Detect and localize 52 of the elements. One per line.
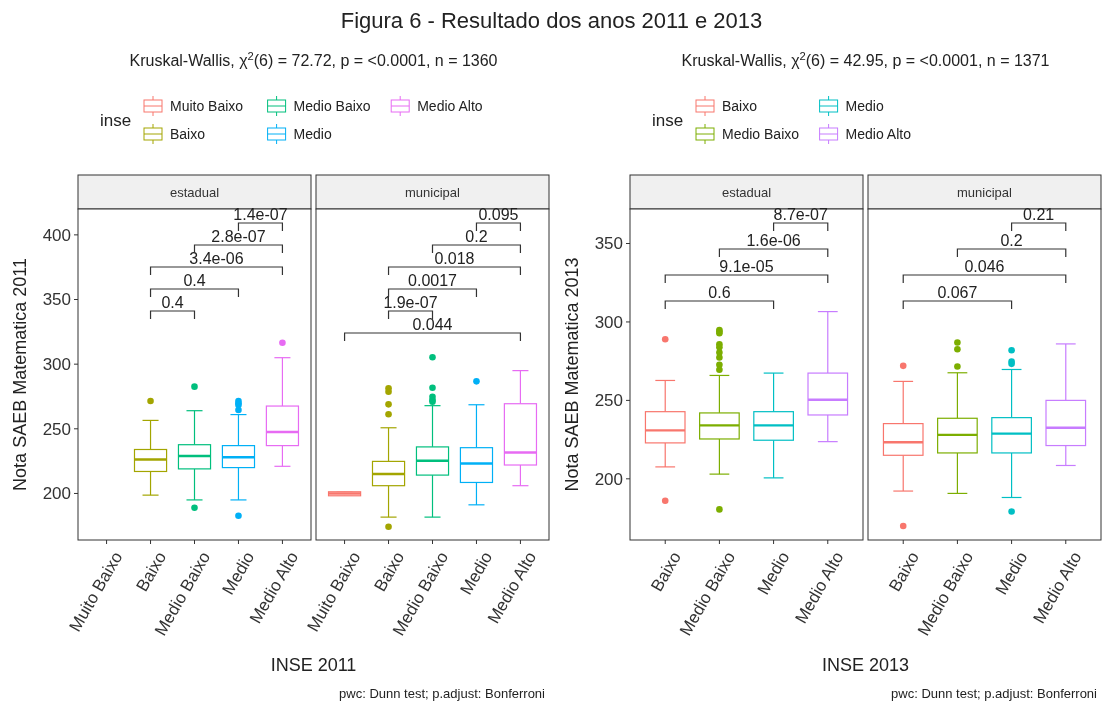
y-tick-label: 250 (42, 419, 71, 439)
annotation: 8.7e-07 (773, 206, 828, 223)
annotation: 0.095 (478, 206, 519, 223)
x-axis-title: INSE 2013 (821, 655, 910, 675)
text: pwc: Dunn test; p.adjust: Bonferroni (339, 686, 546, 701)
chart-subtitle: Kruskal-Wallis, χ$^{2}$(6) = 72.72, p = <0.0001, n = 1360 (129, 50, 498, 69)
annotation: 1.9e-07 (383, 294, 438, 311)
annotation: 0.067 (937, 284, 978, 301)
legend-label: Baixo (722, 98, 758, 114)
legend-label: Medio (293, 126, 332, 142)
legend-label: Baixo (170, 126, 206, 142)
y-tick-label: 350 (42, 290, 71, 310)
y-tick-label: 300 (42, 355, 71, 375)
y-tick-label: 350 (594, 234, 623, 254)
chart-title: estadual (721, 185, 772, 200)
annotation: 0.044 (412, 316, 453, 333)
y-tick-label: 250 (594, 391, 623, 411)
y-tick-label: 200 (42, 484, 71, 504)
legend-label: Medio Baixo (293, 98, 371, 114)
legend-label: Medio (845, 98, 884, 114)
annotation: 0.4 (161, 294, 184, 311)
annotation: 2.8e-07 (211, 228, 266, 245)
legend-label: Medio Baixo (722, 126, 800, 142)
annotation: 0.4 (183, 272, 206, 289)
annotation: 9.1e-05 (719, 258, 774, 275)
legend-title: inse (652, 111, 684, 130)
x-axis-title: INSE 2011 (270, 655, 357, 675)
y-axis-title: Nota SAEB Matematica 2011 (10, 258, 30, 491)
y-tick-label: 300 (594, 312, 623, 332)
text: Figura 6 - Resultado dos anos 2011 e 2013 (340, 8, 763, 33)
text: pwc: Dunn test; p.adjust: Bonferroni (891, 686, 1098, 701)
annotation: 1.4e-07 (233, 206, 288, 223)
y-tick-label: 200 (594, 469, 623, 489)
annotation: 0.046 (964, 258, 1005, 275)
legend-label: Muito Baixo (170, 98, 244, 114)
annotation: 0.018 (434, 250, 475, 267)
legend-label: Medio Alto (417, 98, 483, 114)
chart-title: municipal (957, 185, 1013, 200)
annotation: 0.21 (1023, 206, 1055, 223)
legend-label: Medio Alto (845, 126, 912, 142)
chart-subtitle: Kruskal-Wallis, χ$^{2}$(6) = 42.95, p = <0.0001, n = 1371 (681, 50, 1050, 69)
annotation: 1.6e-06 (746, 232, 801, 249)
chart-title: municipal (405, 185, 461, 200)
annotation: 0.2 (1000, 232, 1023, 249)
chart-title: estadual (169, 185, 220, 200)
y-tick-label: 400 (42, 225, 71, 245)
annotation: 0.2 (465, 228, 488, 245)
annotation: 3.4e-06 (189, 250, 244, 267)
y-axis-title: Nota SAEB Matematica 2013 (562, 257, 582, 492)
annotation: 0.0017 (408, 272, 458, 289)
annotation: 0.6 (708, 284, 731, 301)
legend-title: inse (100, 111, 132, 130)
